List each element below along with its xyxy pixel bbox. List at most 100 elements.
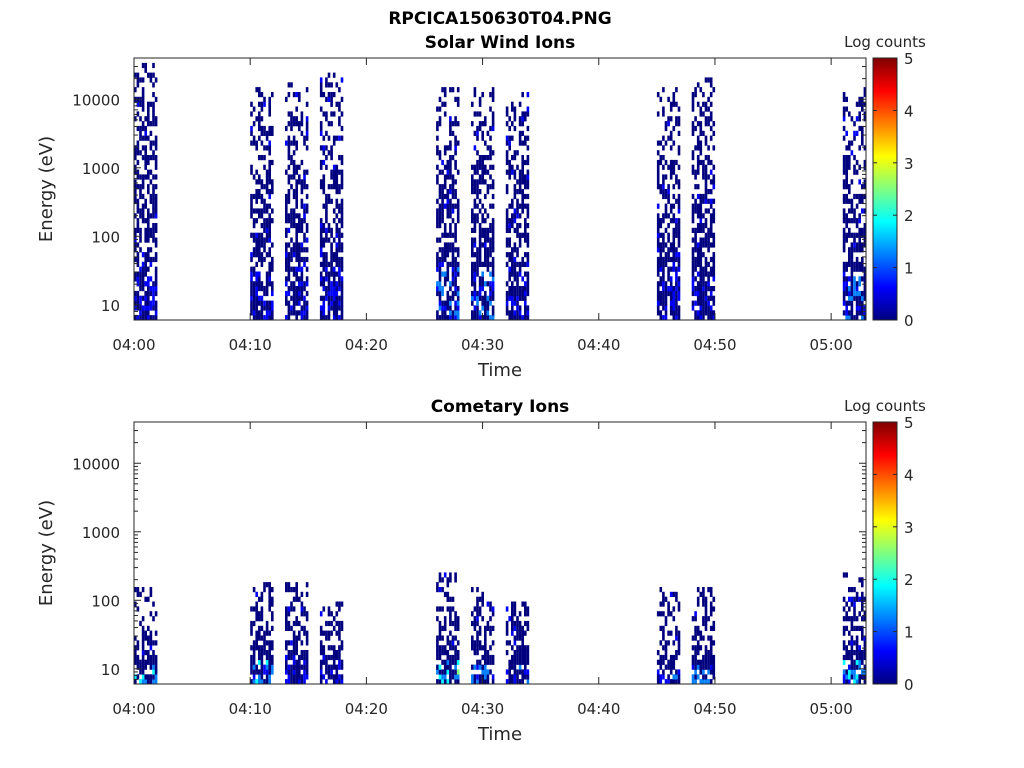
heatmap-cell xyxy=(147,315,150,321)
heatmap-cell xyxy=(473,189,477,195)
heatmap-cell xyxy=(656,140,660,146)
heatmap-cell xyxy=(141,87,145,93)
heatmap-cell xyxy=(476,164,479,170)
heatmap-cell xyxy=(268,232,271,238)
heatmap-cell xyxy=(322,203,326,209)
heatmap-cell xyxy=(265,189,269,195)
heatmap-cell xyxy=(446,659,450,665)
heatmap-cell xyxy=(696,184,700,190)
heatmap-cell xyxy=(454,577,457,583)
heatmap-cell xyxy=(260,616,264,622)
heatmap-cell xyxy=(446,679,450,685)
heatmap-cell xyxy=(669,286,673,292)
heatmap-cell xyxy=(340,247,344,253)
heatmap-cell xyxy=(449,645,452,651)
heatmap-cell xyxy=(518,101,522,107)
heatmap-cell xyxy=(699,266,703,272)
heatmap-cell xyxy=(704,169,708,175)
heatmap-cell xyxy=(147,213,150,219)
heatmap-cell xyxy=(300,184,304,190)
heatmap-cell xyxy=(258,232,261,238)
heatmap-cell xyxy=(672,616,676,622)
heatmap-cell xyxy=(300,281,304,287)
heatmap-cell xyxy=(471,310,474,316)
heatmap-cell xyxy=(141,650,145,656)
heatmap-cell xyxy=(481,669,484,675)
heatmap-cell xyxy=(694,242,697,248)
heatmap-cell xyxy=(446,591,450,597)
heatmap-cell xyxy=(855,223,859,229)
heatmap-cell xyxy=(850,664,854,670)
heatmap-cell xyxy=(704,281,708,287)
heatmap-cell xyxy=(513,111,517,117)
heatmap-cell xyxy=(456,290,460,297)
heatmap-cell xyxy=(287,189,291,195)
heatmap-cell xyxy=(319,261,323,267)
heatmap-cell xyxy=(252,310,256,316)
heatmap-cell xyxy=(443,572,447,578)
heatmap-cell xyxy=(858,674,861,680)
heatmap-cell xyxy=(335,164,339,170)
heatmap-cell xyxy=(702,286,705,292)
heatmap-cell xyxy=(449,198,452,204)
heatmap-cell xyxy=(298,242,301,248)
heatmap-cell xyxy=(662,155,665,161)
heatmap-cell xyxy=(704,198,708,204)
heatmap-cell xyxy=(508,266,511,272)
heatmap-cell xyxy=(675,179,678,185)
heatmap-cell xyxy=(449,87,452,93)
heatmap-cell xyxy=(664,650,668,656)
heatmap-cell xyxy=(268,659,271,665)
heatmap-cell xyxy=(508,640,511,646)
heatmap-cell xyxy=(694,679,697,685)
heatmap-cell xyxy=(340,310,344,316)
heatmap-cell xyxy=(662,271,665,277)
heatmap-cell xyxy=(712,261,716,267)
heatmap-cell xyxy=(712,606,716,612)
heatmap-cell xyxy=(669,276,673,282)
heatmap-cell xyxy=(255,208,258,214)
heatmap-cell xyxy=(656,286,660,292)
heatmap-cell xyxy=(268,218,271,224)
heatmap-cell xyxy=(255,237,258,243)
heatmap-cell xyxy=(702,315,705,321)
heatmap-cell xyxy=(848,606,851,612)
heatmap-cell xyxy=(330,150,333,156)
heatmap-cell xyxy=(672,164,676,170)
heatmap-cell xyxy=(454,261,457,267)
heatmap-cell xyxy=(325,130,328,136)
heatmap-cell xyxy=(491,87,495,93)
heatmap-cell xyxy=(258,596,261,602)
heatmap-cell xyxy=(699,635,703,641)
heatmap-cell xyxy=(858,227,861,233)
heatmap-cell xyxy=(147,654,150,661)
figure-title: RPCICA150630T04.PNG xyxy=(388,9,611,29)
heatmap-cell xyxy=(511,256,514,263)
heatmap-cell xyxy=(327,92,331,98)
heatmap-cell xyxy=(335,281,339,287)
heatmap-cell xyxy=(842,184,846,190)
heatmap-cell xyxy=(338,155,341,161)
heatmap-cell xyxy=(335,227,339,233)
heatmap-cell xyxy=(484,121,487,127)
heatmap-cell xyxy=(478,164,482,170)
heatmap-cell xyxy=(451,310,455,316)
heatmap-cell xyxy=(338,276,341,282)
heatmap-cell xyxy=(476,179,479,185)
heatmap-cell xyxy=(139,237,142,243)
heatmap-cell xyxy=(518,650,522,656)
heatmap-cell xyxy=(491,92,495,98)
heatmap-cell xyxy=(842,247,846,253)
heatmap-cell xyxy=(268,140,271,146)
heatmap-cell xyxy=(521,111,524,117)
heatmap-cell xyxy=(677,286,681,292)
heatmap-cell xyxy=(252,135,256,141)
heatmap-cell xyxy=(134,189,137,195)
heatmap-cell xyxy=(258,87,261,93)
heatmap-cell xyxy=(268,582,271,588)
heatmap-cell xyxy=(845,174,848,180)
heatmap-cell xyxy=(443,179,447,185)
heatmap-cell xyxy=(144,164,147,170)
heatmap-cell xyxy=(141,630,145,636)
heatmap-cell xyxy=(508,145,511,151)
